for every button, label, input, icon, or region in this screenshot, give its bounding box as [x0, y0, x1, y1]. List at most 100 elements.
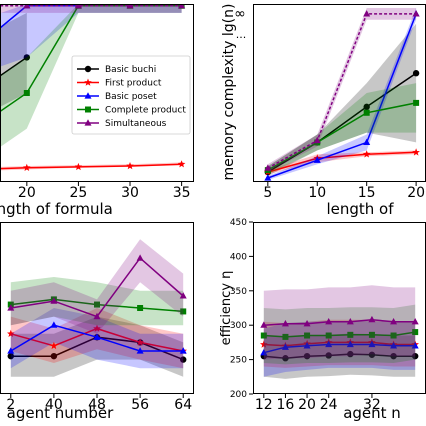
point-4-2: [363, 10, 371, 17]
point-4-0: [7, 304, 15, 311]
point-4-4: [346, 317, 354, 325]
y-tick-label: 400: [230, 252, 247, 262]
point-0-2: [363, 103, 370, 111]
band-4: [10, 239, 184, 334]
x-tick-label: 15: [358, 185, 376, 201]
point-2-4: [179, 347, 187, 354]
x-tick-label: 40: [45, 397, 63, 413]
point-4-5: [368, 315, 376, 323]
x-tick-label: 2: [6, 397, 15, 413]
point-0-7: [411, 352, 419, 360]
legend-entry: First product: [105, 79, 162, 89]
x-tick-label: 48: [88, 397, 106, 413]
legend-entry: Simultaneous: [105, 119, 167, 129]
point-4-3: [126, 4, 134, 9]
y-axis-label: efficiency η: [219, 271, 234, 346]
point-4-3: [412, 10, 420, 17]
y-tick-label: ∞: [234, 6, 246, 22]
band-3: [10, 277, 184, 326]
point-2-2: [363, 138, 371, 146]
point-4-1: [313, 136, 321, 144]
x-axis-label: length of formula: [0, 200, 113, 218]
x-tick-label: 20: [18, 185, 36, 201]
axes-frame: [0, 4, 194, 182]
band-0: [267, 23, 417, 177]
point-2-6: [390, 342, 398, 349]
y-tick-label: 250: [230, 356, 247, 366]
band-3: [267, 83, 417, 175]
point-4-2: [303, 320, 311, 327]
point-0-4: [180, 356, 187, 363]
point-1-2: [362, 150, 371, 158]
x-tick-label: 32: [363, 397, 381, 413]
series-line-1: [267, 151, 417, 173]
point-3-3: [413, 99, 420, 106]
top-left-chart: 20 25 30 35 length of formula Basic buchi Firs…: [0, 4, 194, 218]
x-tick-label: 10: [308, 185, 326, 201]
point-2-1: [50, 321, 58, 328]
point-4-7: [411, 317, 419, 325]
plot-area: [260, 285, 419, 379]
point-2-4: [346, 340, 354, 348]
point-1-2: [93, 324, 101, 332]
point-4-3: [325, 317, 333, 325]
point-2-0: [7, 347, 15, 354]
band-0: [0, 12, 27, 107]
point-4-0: [260, 321, 268, 328]
x-tick-label: 30: [121, 185, 139, 201]
plot-area: [7, 239, 187, 377]
point-3-1: [282, 333, 289, 340]
point-3-2: [363, 109, 370, 116]
point-2-1: [313, 156, 321, 163]
band-0: [10, 316, 184, 377]
point-3-2: [94, 301, 100, 308]
y-axis-label: memory complexity lg(n): [221, 4, 237, 181]
point-1-2: [74, 162, 83, 171]
x-tick-label: 16: [277, 397, 295, 413]
x-axis-label: length of: [326, 200, 394, 218]
y-tick-label: 300: [230, 321, 247, 331]
band-3: [0, 4, 182, 148]
point-1-3: [126, 162, 134, 170]
band-2: [0, 4, 182, 67]
x-tick-label: 5: [263, 185, 272, 201]
plot-area: [0, 4, 186, 171]
point-2-1: [281, 343, 289, 350]
x-tick-label: 12: [255, 397, 273, 413]
point-2-2: [93, 333, 101, 340]
point-3-3: [137, 305, 144, 311]
legend-marker: [84, 65, 92, 73]
point-2-3: [136, 347, 144, 354]
series-line-2: [263, 343, 416, 354]
point-1-0: [260, 340, 268, 348]
point-1-4: [177, 160, 186, 168]
point-4-2: [93, 312, 101, 320]
legend-box: [71, 55, 191, 135]
x-tick-label: 20: [298, 397, 316, 413]
point-1-1: [50, 341, 58, 350]
point-0-4: [347, 350, 354, 358]
series-line-0: [267, 72, 417, 173]
y-tick-label: 350: [230, 287, 247, 297]
x-axis-label: agent number: [7, 404, 114, 422]
x-tick-label: 25: [70, 185, 88, 201]
point-1-0: [7, 329, 15, 337]
x-tick-label: 24: [320, 397, 338, 413]
point-3-4: [180, 308, 187, 315]
x-tick-label: 35: [173, 185, 191, 201]
series-line-4: [267, 13, 417, 169]
point-2-5: [368, 340, 376, 348]
legend-marker: [84, 92, 92, 99]
x-tick-label: 20: [407, 185, 425, 201]
legend-entry: Basic buchi: [105, 65, 156, 75]
legend-entry: Complete product: [105, 106, 186, 116]
point-3-1: [23, 90, 30, 96]
y-tick-label: ...: [236, 28, 247, 41]
point-1-3: [412, 148, 420, 156]
point-3-0: [260, 332, 267, 339]
series-line-0: [263, 353, 416, 359]
point-3-3: [325, 332, 332, 339]
series-line-3: [263, 331, 416, 338]
point-0-3: [325, 352, 332, 359]
